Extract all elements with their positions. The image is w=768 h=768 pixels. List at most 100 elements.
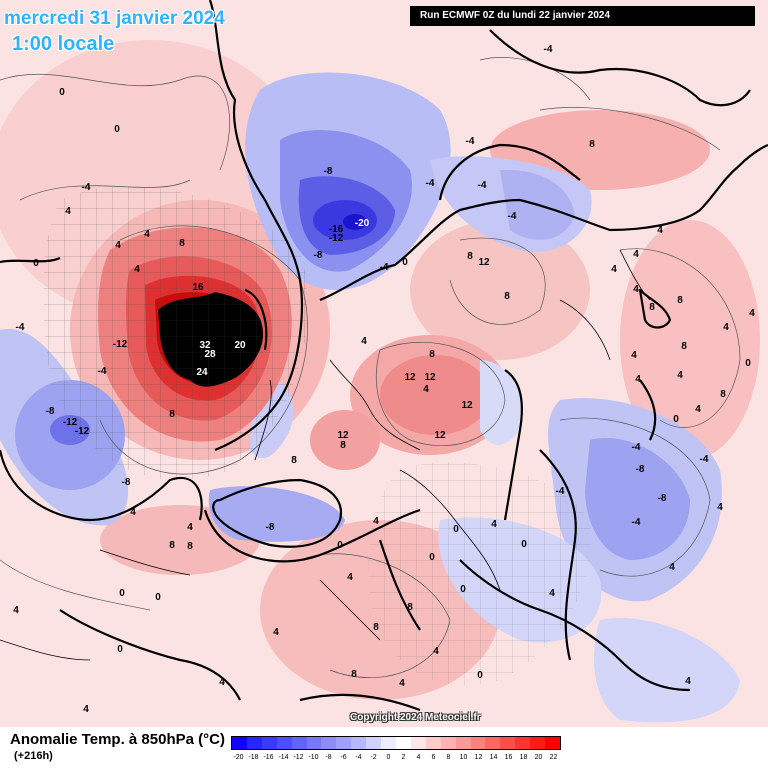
contour-label: -4 — [98, 366, 107, 377]
contour-label: -16 — [329, 224, 344, 235]
contour-label: -4 — [82, 182, 91, 193]
isolines — [0, 57, 741, 678]
legend-swatch — [306, 737, 322, 749]
contour-label: -8 — [324, 166, 333, 177]
legend-swatch — [485, 737, 501, 749]
contour-label: 4 — [669, 562, 675, 573]
legend-swatch — [246, 737, 262, 749]
map-area: 0 0 -4 4 4 8 4 4 0 -4 16 -12 32 28 20 24 8 -4 -8 -12 -12 -8 4-… — [0, 0, 768, 727]
legend-swatch — [425, 737, 441, 749]
contour-label: -12 — [75, 426, 90, 437]
legend-tick-label: 20 — [534, 754, 543, 761]
legend-tick-label: 0 — [386, 754, 391, 761]
contour-label: -12 — [113, 339, 128, 350]
contour-label: 0 — [117, 644, 123, 655]
contour-label: -4 — [700, 454, 709, 465]
contour-label: -4 — [556, 486, 565, 497]
legend-tick-label: 4 — [416, 754, 421, 761]
contour-label: 4 — [723, 322, 729, 333]
contour-label: -4 — [16, 322, 25, 333]
contour-label: 4 — [657, 225, 663, 236]
contour-label: 16 — [192, 282, 204, 293]
contour-label: 4 — [347, 572, 353, 583]
contour-label: -8 — [658, 493, 667, 504]
legend-tick-label: -20 — [233, 754, 244, 761]
contour-label: 4 — [685, 676, 691, 687]
legend-title: Anomalie Temp. à 850hPa (°C) — [10, 731, 225, 748]
contour-label: 24 — [196, 367, 208, 378]
contour-label: 4 — [631, 350, 637, 361]
color-scale-ticks: -20 -18 -16 -14 -12 -10 -8 -6 -4 -2 0 2 4 6 8 10 12 14 16 1… — [231, 754, 561, 764]
contour-label: 8 — [677, 295, 683, 306]
contour-label: 0 — [745, 358, 751, 369]
legend-swatch — [395, 737, 411, 749]
contour-label: -8 — [46, 406, 55, 417]
contour-label: 12 — [434, 430, 446, 441]
contour-label: 8 — [681, 341, 687, 352]
contour-label: 8 — [649, 302, 655, 313]
contour-label: 4 — [549, 588, 555, 599]
legend-tick-label: -10 — [308, 754, 319, 761]
forecast-date-title: mercredi 31 janvier 2024 — [4, 8, 225, 29]
contour-label: 0 — [460, 584, 466, 595]
contour-label: 4 — [144, 229, 150, 240]
model-run-info: Run ECMWF 0Z du lundi 22 janvier 2024 — [410, 6, 755, 26]
contour-label: 4 — [13, 605, 19, 616]
contour-label: 4 — [633, 284, 639, 295]
contour-label: -12 — [63, 417, 78, 428]
contour-label: 8 — [169, 409, 175, 420]
contour-label: 8 — [169, 540, 175, 551]
contour-label: 4 — [611, 264, 617, 275]
legend-tick-label: -2 — [370, 754, 377, 761]
contour-label: 12 — [337, 430, 349, 441]
forecast-time-title: 1:00 locale — [12, 33, 115, 55]
legend-tick-label: 18 — [519, 754, 528, 761]
contour-label: 32 — [199, 340, 211, 351]
contour-label: 0 — [402, 257, 408, 268]
legend-swatch — [351, 737, 367, 749]
coastlines — [0, 0, 768, 712]
contour-label: 0 — [429, 552, 435, 563]
contour-label: 0 — [119, 588, 125, 599]
contour-label: 0 — [673, 414, 679, 425]
contour-label: 8 — [187, 541, 193, 552]
contour-label: -12 — [329, 233, 344, 244]
contour-label: 8 — [179, 238, 185, 249]
legend-swatch — [381, 737, 396, 749]
legend-tick-label: 12 — [474, 754, 483, 761]
contour-label: 4 — [491, 519, 497, 530]
legend-tick-label: 10 — [459, 754, 468, 761]
legend-swatch — [500, 737, 516, 749]
legend-swatch — [515, 737, 531, 749]
contour-label: -4 — [632, 517, 641, 528]
legend-tick-label: 8 — [446, 754, 451, 761]
contour-label: 12 — [461, 400, 473, 411]
contour-label: -4 — [478, 180, 487, 191]
contour-label: 4 — [83, 704, 89, 715]
legend-swatch — [530, 737, 546, 749]
contour-label: -4 — [508, 211, 517, 222]
contour-label: 28 — [204, 349, 216, 360]
legend-tick-label: 2 — [401, 754, 406, 761]
legend-tick-label: 14 — [489, 754, 498, 761]
contour-label: 0 — [521, 539, 527, 550]
contour-label: 0 — [453, 524, 459, 535]
legend-tick-label: -6 — [340, 754, 347, 761]
legend-swatch — [321, 737, 337, 749]
legend-swatch — [336, 737, 352, 749]
legend-swatch — [410, 737, 426, 749]
contour-label: 0 — [33, 258, 39, 269]
contour-label: 4 — [187, 522, 193, 533]
legend-tick-label: -14 — [278, 754, 289, 761]
legend-swatch — [440, 737, 456, 749]
legend-tick-label: -8 — [325, 754, 332, 761]
anomaly-shading — [0, 40, 760, 723]
contour-label: -8 — [266, 522, 275, 533]
borders — [0, 249, 651, 661]
legend-swatch — [545, 737, 560, 749]
contour-label: -8 — [636, 464, 645, 475]
legend-tick-label: -16 — [263, 754, 274, 761]
contour-label: 8 — [407, 602, 413, 613]
legend-tick-label: -4 — [355, 754, 362, 761]
